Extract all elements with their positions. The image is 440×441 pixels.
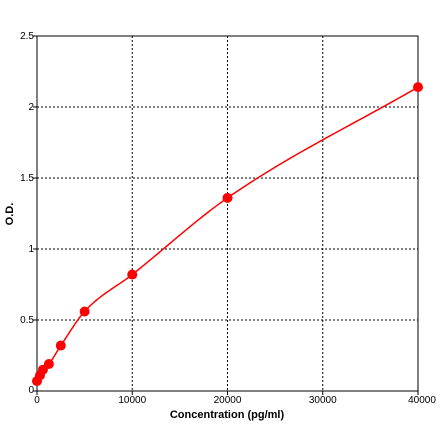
data-point — [127, 269, 138, 280]
data-point — [55, 340, 66, 351]
y-tick-label: 1 — [28, 244, 34, 255]
x-axis-title: Concentration (pg/ml) — [170, 409, 285, 421]
y-tick-label: 1.5 — [20, 173, 34, 184]
data-point — [79, 306, 90, 317]
x-tick-label: 30000 — [309, 395, 337, 406]
x-tick-label: 10000 — [118, 395, 146, 406]
data-point — [413, 82, 423, 93]
y-axis-ticks: 0 0.5 1 1.5 2 2.5 — [20, 31, 37, 396]
data-points — [32, 82, 423, 387]
x-tick-label: 20000 — [214, 395, 242, 406]
y-tick-label: 0.5 — [20, 315, 34, 326]
x-axis-ticks: 0 10000 20000 30000 40000 — [34, 391, 436, 406]
y-axis-title: O.D. — [4, 203, 16, 226]
y-tick-label: 2 — [28, 102, 34, 113]
y-tick-label: 2.5 — [20, 31, 34, 42]
data-point — [43, 359, 54, 370]
data-point — [222, 192, 233, 203]
x-tick-label: 40000 — [408, 395, 436, 406]
grid — [37, 36, 418, 391]
x-tick-label: 0 — [34, 395, 40, 406]
y-tick-label: 0 — [28, 385, 34, 396]
